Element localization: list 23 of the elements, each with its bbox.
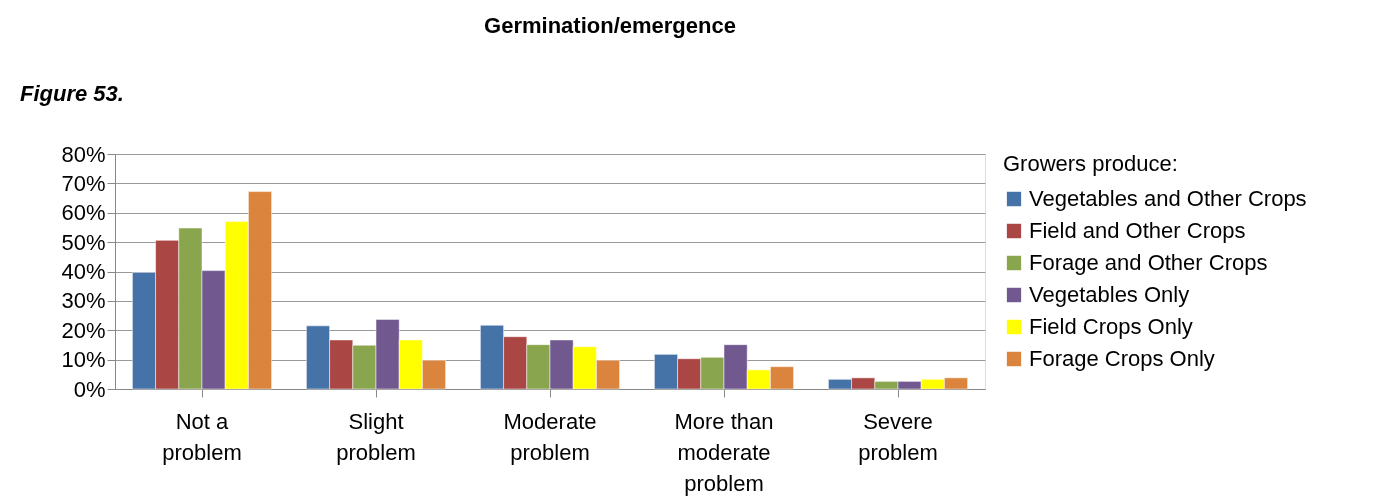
x-tick-label: Moderate problem	[503, 408, 597, 465]
legend-label: Forage and Other Crops	[1029, 250, 1268, 275]
y-tick-label: 20%	[61, 317, 106, 343]
legend-label: Vegetables Only	[1029, 282, 1190, 307]
x-tick-label: Slight problem	[336, 408, 416, 465]
legend-label: Field and Other Crops	[1029, 218, 1246, 243]
legend-title: Growers produce:	[1003, 151, 1178, 176]
y-tick-label: 80%	[61, 141, 106, 167]
y-tick-label: 70%	[61, 170, 106, 196]
caption: Figure 53.	[20, 81, 124, 106]
x-tick-label: More than moderate problem	[674, 408, 774, 496]
y-tick-label: 30%	[61, 288, 106, 314]
x-tick-label: Severe problem	[858, 408, 938, 465]
legend-label: Forage Crops Only	[1029, 346, 1215, 371]
y-tick-label: 50%	[61, 229, 106, 255]
y-tick-label: 0%	[73, 376, 106, 402]
y-tick-label: 60%	[61, 200, 106, 226]
legend-label: Field Crops Only	[1029, 314, 1193, 339]
chart-title: Germination/emergence	[484, 13, 736, 38]
legend-label: Vegetables and Other Crops	[1029, 186, 1307, 211]
y-tick-label: 40%	[61, 259, 106, 284]
y-tick-label: 10%	[61, 347, 106, 373]
x-tick-label: Not a problem	[162, 408, 242, 465]
